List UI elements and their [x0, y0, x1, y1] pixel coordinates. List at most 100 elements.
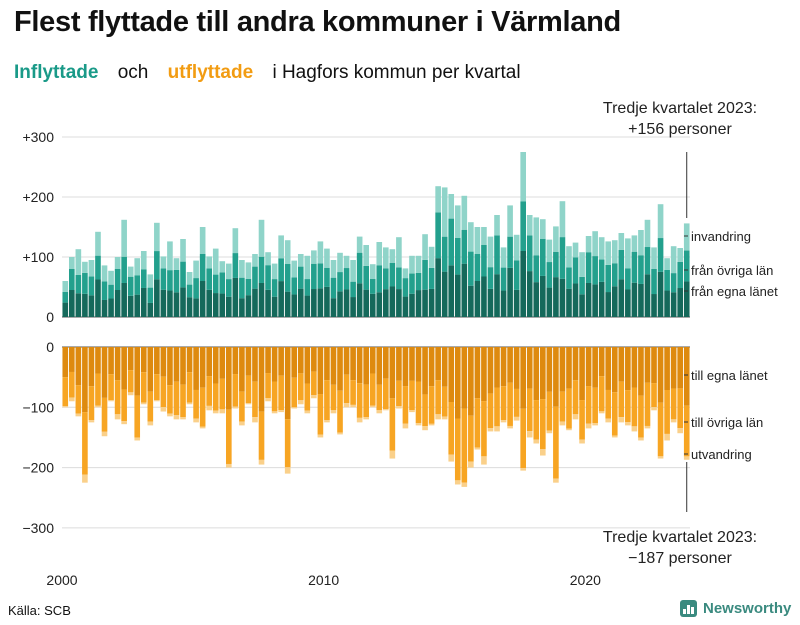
bar-in-invandring — [441, 187, 448, 237]
bar-in-fran-ovriga-lan — [428, 267, 435, 289]
bar-out-utvandring — [389, 450, 396, 459]
bar-out-till-ovriga-lan — [631, 387, 638, 427]
bar-in-fran-egna-lanet — [500, 290, 507, 317]
bar-in-fran-ovriga-lan — [167, 270, 173, 291]
bar-out-till-ovriga-lan — [147, 391, 154, 422]
bar-in-fran-ovriga-lan — [206, 268, 213, 290]
bar-out-till-egna-lanet — [638, 347, 644, 396]
bar-out-till-ovriga-lan — [520, 408, 527, 469]
bar-in-invandring — [526, 215, 533, 236]
bar-in-invandring — [252, 254, 258, 267]
bar-out-utvandring — [121, 421, 127, 425]
bar-in-fran-egna-lanet — [154, 279, 160, 317]
bar-in-fran-ovriga-lan — [284, 264, 291, 292]
bar-out-till-egna-lanet — [409, 347, 415, 381]
bar-in-fran-egna-lanet — [101, 299, 108, 317]
bar-in-fran-egna-lanet — [62, 302, 69, 317]
bar-in-fran-ovriga-lan — [566, 267, 572, 289]
bar-in-fran-ovriga-lan — [265, 265, 271, 290]
bar-in-fran-egna-lanet — [409, 293, 415, 317]
bar-out-utvandring — [350, 404, 356, 408]
bar-in-invandring — [579, 252, 585, 277]
bar-out-till-ovriga-lan — [396, 380, 402, 407]
bar-in-fran-egna-lanet — [677, 288, 684, 317]
y-tick-label-lower: −200 — [22, 460, 54, 476]
bar-in-fran-ovriga-lan — [402, 278, 409, 297]
bar-in-fran-ovriga-lan — [173, 269, 180, 293]
bar-out-till-egna-lanet — [605, 347, 612, 390]
bar-out-utvandring — [468, 461, 474, 468]
bar-in-fran-ovriga-lan — [572, 257, 579, 284]
bar-in-fran-egna-lanet — [173, 292, 180, 317]
bar-in-fran-ovriga-lan — [605, 264, 612, 293]
bar-out-till-ovriga-lan — [533, 400, 540, 440]
bar-out-till-egna-lanet — [664, 347, 670, 390]
bar-in-fran-ovriga-lan — [68, 269, 75, 290]
bar-out-till-egna-lanet — [428, 347, 435, 387]
bar-in-invandring — [62, 281, 69, 292]
bar-in-invandring — [245, 262, 252, 279]
bar-in-fran-egna-lanet — [108, 298, 114, 317]
bar-in-fran-egna-lanet — [520, 251, 527, 317]
bar-out-till-ovriga-lan — [75, 385, 82, 414]
bar-out-till-ovriga-lan — [592, 387, 598, 424]
bar-in-fran-egna-lanet — [324, 286, 330, 317]
brand-name: Newsworthy — [703, 600, 792, 617]
bar-in-fran-ovriga-lan — [389, 262, 396, 287]
bar-in-invandring — [75, 249, 82, 275]
bar-out-till-egna-lanet — [337, 347, 343, 391]
bar-in-fran-egna-lanet — [415, 290, 422, 317]
bar-out-till-egna-lanet — [95, 347, 101, 374]
bar-out-till-egna-lanet — [513, 347, 520, 389]
bar-out-utvandring — [572, 414, 579, 420]
bar-in-fran-ovriga-lan — [618, 249, 625, 280]
bar-out-till-ovriga-lan — [219, 378, 226, 410]
bar-out-utvandring — [95, 405, 101, 408]
bar-in-fran-ovriga-lan — [638, 255, 644, 284]
bar-in-fran-ovriga-lan — [212, 274, 219, 294]
bar-in-fran-egna-lanet — [382, 289, 389, 317]
bar-out-till-egna-lanet — [625, 347, 631, 391]
bar-in-fran-egna-lanet — [127, 295, 134, 317]
bar-out-utvandring — [337, 432, 343, 435]
bar-in-invandring — [212, 248, 219, 275]
bar-in-fran-egna-lanet — [199, 281, 206, 317]
bar-in-invandring — [337, 252, 343, 273]
bar-out-utvandring — [127, 392, 134, 396]
bar-in-fran-ovriga-lan — [409, 273, 415, 294]
bar-in-fran-ovriga-lan — [441, 236, 448, 272]
bar-in-invandring — [435, 186, 441, 213]
bar-in-invandring — [670, 246, 677, 274]
bar-in-fran-egna-lanet — [356, 283, 363, 317]
bar-out-till-ovriga-lan — [566, 388, 572, 429]
subtitle-and: och — [117, 62, 149, 83]
bar-out-till-ovriga-lan — [160, 376, 167, 408]
bar-in-fran-egna-lanet — [245, 295, 252, 317]
bar-in-fran-egna-lanet — [68, 290, 75, 317]
bar-in-invandring — [206, 256, 213, 269]
bar-in-fran-egna-lanet — [487, 288, 494, 317]
bar-in-invandring — [324, 248, 330, 268]
bar-in-invandring — [454, 205, 461, 238]
bar-in-fran-ovriga-lan — [625, 268, 631, 290]
bar-out-utvandring — [657, 456, 664, 459]
bar-out-till-egna-lanet — [520, 347, 527, 409]
bar-in-fran-ovriga-lan — [396, 267, 402, 290]
bar-in-fran-ovriga-lan — [526, 235, 533, 272]
bar-in-invandring — [428, 246, 435, 268]
annotation-bottom-line1: Tredje kvartalet 2023: — [603, 529, 757, 546]
bar-out-till-ovriga-lan — [140, 372, 147, 403]
bar-in-fran-ovriga-lan — [382, 268, 389, 290]
bar-out-utvandring — [140, 402, 147, 405]
bar-out-till-ovriga-lan — [664, 389, 670, 434]
bar-out-till-ovriga-lan — [651, 383, 657, 408]
bar-out-utvandring — [62, 406, 69, 408]
bar-out-till-egna-lanet — [382, 347, 389, 379]
bar-out-till-ovriga-lan — [121, 389, 127, 422]
bar-in-fran-ovriga-lan — [160, 268, 167, 290]
bar-out-utvandring — [232, 406, 239, 409]
bar-in-fran-egna-lanet — [539, 275, 546, 317]
bar-out-utvandring — [670, 419, 677, 423]
bar-out-till-ovriga-lan — [402, 386, 409, 424]
bar-out-till-egna-lanet — [376, 347, 383, 385]
